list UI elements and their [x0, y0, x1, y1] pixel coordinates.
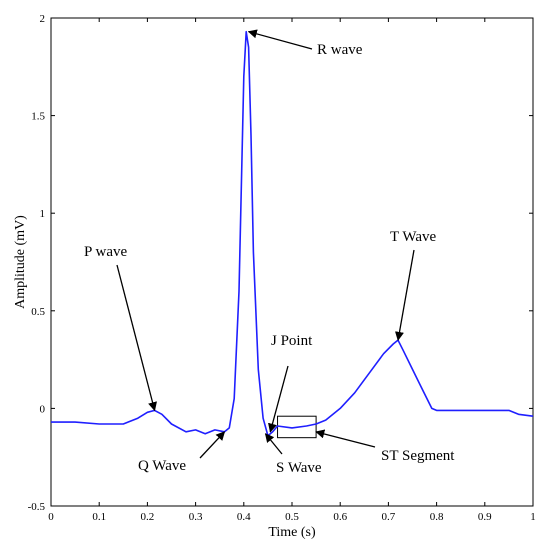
- annotation-arrow-q-wave: [199, 431, 226, 459]
- annotation-label-t-wave: T Wave: [390, 229, 436, 245]
- y-tick-label: 0: [40, 403, 46, 415]
- x-tick-label: 0.7: [382, 511, 396, 523]
- annotation-label-r-wave: R wave: [317, 42, 363, 58]
- x-tick-label: 0.6: [333, 511, 347, 523]
- x-tick-label: 0.1: [92, 511, 106, 523]
- annotation-arrow-r-wave: [247, 29, 313, 50]
- x-tick-label: 0.3: [189, 511, 203, 523]
- series-layer: [51, 30, 534, 437]
- x-tick-label: 0.4: [237, 511, 251, 523]
- y-tick-label: 2: [40, 13, 46, 25]
- annotation-label-q-wave: Q Wave: [138, 458, 186, 474]
- x-tick-label: 0.2: [141, 511, 155, 523]
- x-tick-label: 1: [530, 511, 536, 523]
- x-tick-label: 0.9: [478, 511, 492, 523]
- annotation-arrow-t-wave: [394, 249, 415, 341]
- x-axis-label: Time (s): [268, 525, 316, 540]
- y-tick-label: 0.5: [31, 306, 45, 318]
- ecg-series-line: [51, 30, 534, 437]
- y-tick-label: 1.5: [31, 111, 45, 123]
- annotation-arrow-s-wave: [264, 433, 283, 455]
- annotation-label-p-wave: P wave: [84, 244, 128, 260]
- annotation-layer: R wave P wave T Wave J Point Q Wave S Wave ST …: [84, 29, 455, 476]
- x-tick-label: 0: [48, 511, 54, 523]
- y-axis-label: Amplitude (mV): [13, 215, 28, 309]
- x-tick-label: 0.5: [285, 511, 299, 523]
- plot-frame: [50, 17, 534, 507]
- y-tick-label: -0.5: [28, 501, 46, 513]
- annotation-label-s-wave: S Wave: [276, 460, 322, 476]
- y-tick-label: 1: [40, 208, 46, 220]
- annotation-arrow-st-segment: [315, 429, 376, 448]
- y-axis-ticks: -0.5 0 0.5 1 1.5 2: [28, 13, 533, 513]
- x-axis-ticks: 0 0.1 0.2 0.3 0.4 0.5 0.6 0.7 0.8 0.9 1: [48, 18, 536, 523]
- annotation-label-st-segment: ST Segment: [381, 448, 455, 464]
- x-tick-label: 0.8: [430, 511, 444, 523]
- annotation-arrow-p-wave: [116, 264, 157, 412]
- annotation-arrow-j-point: [268, 365, 289, 433]
- annotation-label-j-point: J Point: [271, 333, 313, 349]
